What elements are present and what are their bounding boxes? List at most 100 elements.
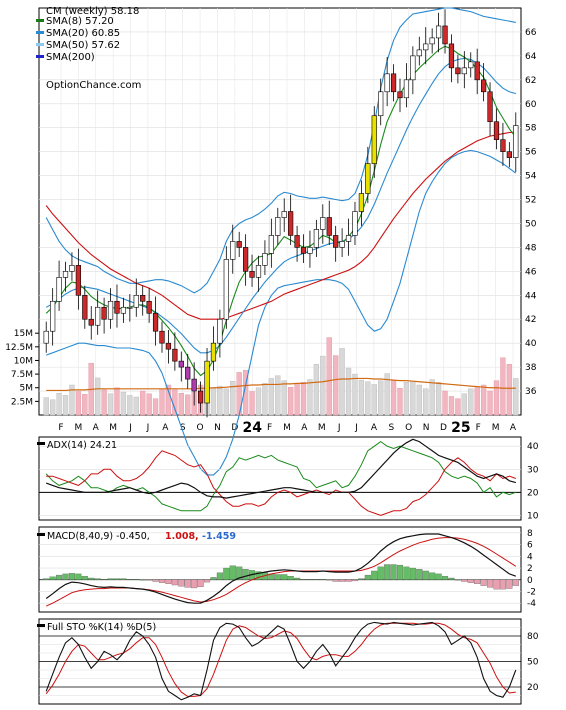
adx-line <box>45 438 516 499</box>
volume-bar <box>480 384 487 416</box>
volume-bar <box>474 387 480 416</box>
macd-tick-label: 4 <box>527 552 533 562</box>
macd-histogram-bar <box>416 569 423 580</box>
candle-body <box>268 235 274 254</box>
candle-body <box>390 73 397 93</box>
volume-bar <box>339 348 345 416</box>
price-tick-label: 60 <box>525 100 537 110</box>
volume-bar <box>300 382 307 416</box>
macd-histogram-bar <box>49 576 56 580</box>
candle-body <box>371 115 377 164</box>
candle-body <box>384 73 390 93</box>
macd-histogram-bar <box>319 579 326 580</box>
volume-bar <box>275 375 281 416</box>
candle-body <box>513 125 519 158</box>
volume-bar <box>69 384 75 416</box>
macd-histogram-bar <box>441 576 449 580</box>
candle-body <box>448 43 455 69</box>
candle-body <box>127 306 133 309</box>
candle-body <box>223 259 229 320</box>
macd-histogram-bar <box>101 579 108 580</box>
macd-line <box>45 533 517 604</box>
candle-body <box>95 306 101 326</box>
macd-histogram-bar <box>94 578 101 580</box>
macd-histogram-bar <box>345 579 352 582</box>
macd-histogram-bar <box>68 573 75 580</box>
x-tick-label: D <box>440 423 447 433</box>
volume-bar <box>178 392 184 416</box>
volume-bar <box>313 364 320 416</box>
price-tick-label: 56 <box>525 148 537 158</box>
minus-di-line <box>46 450 516 516</box>
price-tick-label: 52 <box>525 196 536 206</box>
adx-tick-label: 20 <box>527 488 539 498</box>
candle-body <box>429 37 435 45</box>
volume-bar <box>358 379 365 416</box>
volume-bar <box>255 387 262 416</box>
adx-label: ADX(14) 24.21 <box>47 440 117 451</box>
plus-di-line <box>45 440 516 512</box>
candle-body <box>82 294 88 320</box>
macd-histogram-bar <box>255 571 262 580</box>
x-tick-label: A <box>162 423 169 433</box>
price-tick-label: 50 <box>525 219 537 229</box>
volume-bar <box>513 378 519 416</box>
macd-histogram-bar <box>120 578 127 580</box>
candle-body <box>461 67 467 75</box>
sto-label: Full STO %K(14) %D(5) <box>47 622 156 633</box>
chart-title: CM (weekly) 58.18 <box>46 6 139 17</box>
candle-body <box>140 294 146 302</box>
candle-body <box>255 265 262 278</box>
candle-body <box>230 241 236 260</box>
volume-average-line <box>46 377 516 392</box>
x-tick-label: M <box>75 423 83 433</box>
macd-histogram-bar <box>191 579 198 589</box>
volume-bar <box>307 379 313 416</box>
macd-histogram-bar <box>184 579 191 588</box>
macd-histogram-bar <box>113 578 121 580</box>
candle-body <box>493 121 500 140</box>
watermark: OptionChance.com <box>46 80 141 91</box>
price-tick-label: 46 <box>525 267 537 277</box>
macd-histogram-bar <box>43 578 50 580</box>
volume-bar <box>159 388 165 416</box>
macd-histogram-bar <box>62 573 69 580</box>
candle-body <box>365 163 371 194</box>
price-tick-label: 42 <box>525 315 536 325</box>
macd-histogram-bar <box>229 565 236 580</box>
volume-bar <box>487 390 493 416</box>
macd-histogram-bar <box>454 579 461 581</box>
volume-bar <box>50 399 56 416</box>
volume-bar <box>345 367 352 416</box>
macd-value: 1.008, <box>165 531 199 542</box>
adx-swatch <box>37 442 45 445</box>
volume-bar <box>455 398 461 416</box>
price-tick-label: 54 <box>525 172 537 182</box>
signal-value: -1.459 <box>202 531 236 542</box>
candle-body <box>435 25 442 39</box>
macd-histogram-bar <box>364 574 371 580</box>
candle-body <box>249 271 255 278</box>
x-tick-label: F <box>476 423 481 433</box>
macd-histogram-bar <box>139 579 146 581</box>
macd-swatch <box>37 533 45 536</box>
candle-body <box>500 139 506 152</box>
macd-panel-frame <box>38 526 522 613</box>
macd-histogram-bar <box>339 579 346 582</box>
sma20-line <box>45 57 516 354</box>
volume-bar <box>82 394 88 416</box>
macd-tick-label: 2 <box>527 564 533 574</box>
x-tick-label: M <box>109 423 117 433</box>
volume-tick-label: 15M <box>14 329 33 339</box>
candle-body <box>358 193 365 212</box>
macd-histogram-bar <box>165 579 172 585</box>
x-tick-label: A <box>301 423 308 433</box>
candle-body <box>300 247 307 254</box>
volume-tick-label: 7.5M <box>11 370 33 380</box>
macd-histogram-bar <box>56 574 63 580</box>
macd-histogram-bar <box>152 579 159 582</box>
legend-label: SMA(20) 60.85 <box>46 28 120 39</box>
volume-bar <box>320 355 326 416</box>
candle-body <box>88 318 94 326</box>
